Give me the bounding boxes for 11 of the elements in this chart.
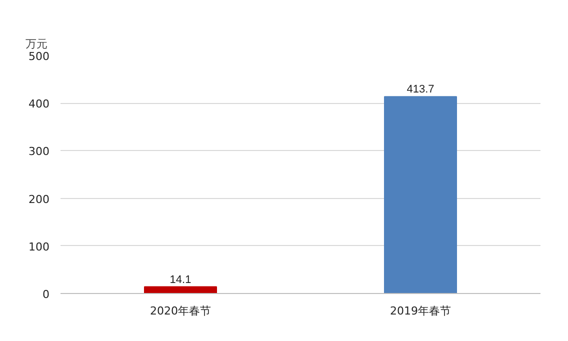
y-tick-label: 100 — [28, 240, 50, 254]
y-tick-label: 300 — [28, 145, 50, 158]
x-tick-label: 2020年春节 — [150, 304, 212, 318]
y-tick-label: 200 — [28, 192, 50, 206]
x-tick-label: 2019年春节 — [390, 304, 452, 318]
y-tick-label: 500 — [28, 50, 50, 63]
data-label: 14.1 — [170, 274, 192, 286]
y-tick-label: 400 — [28, 98, 50, 111]
y-tick-label: 0 — [42, 288, 50, 301]
data-label: 413.7 — [406, 84, 434, 96]
y-axis-title: 万元 — [26, 38, 48, 50]
